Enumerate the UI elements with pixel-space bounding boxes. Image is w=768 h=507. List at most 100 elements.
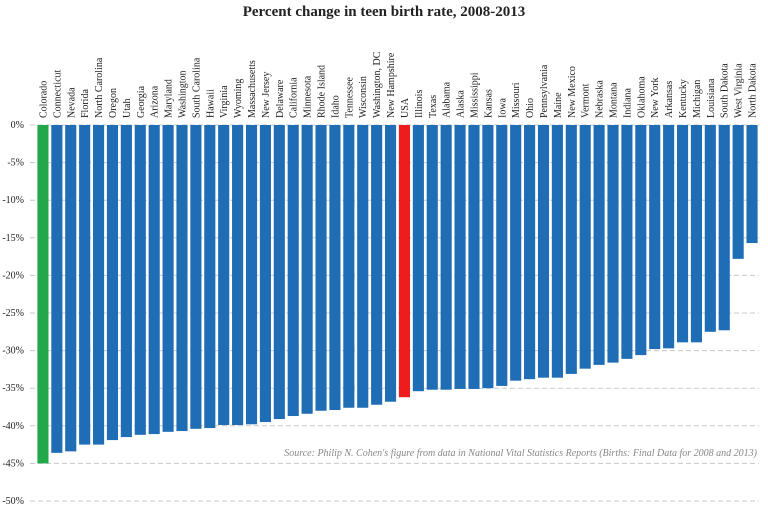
bar: [315, 125, 327, 411]
x-tick-label: Massachusetts: [247, 60, 258, 118]
bar: [51, 125, 63, 453]
y-tick-label: -10%: [2, 195, 24, 206]
y-tick-label: -25%: [2, 308, 24, 319]
bar: [676, 125, 689, 343]
bar: [357, 125, 369, 408]
x-tick-label: California: [289, 77, 300, 118]
x-tick-label: Colorado: [38, 81, 49, 118]
bar: [704, 125, 716, 332]
bar: [510, 125, 522, 381]
x-tick-label: Texas: [428, 95, 439, 118]
x-tick-label: Hawaii: [205, 89, 216, 118]
x-tick-label: Connecticut: [52, 69, 63, 118]
x-tick-label: Pennsylvania: [539, 64, 550, 118]
bar: [134, 125, 146, 435]
bar: [371, 125, 383, 405]
x-tick-label: South Carolina: [191, 57, 202, 118]
x-tick-label: North Dakota: [748, 63, 759, 118]
x-tick-label: Washington, DC: [372, 51, 383, 118]
bar: [718, 125, 730, 331]
bar: [454, 125, 466, 389]
y-tick-label: -20%: [2, 270, 24, 281]
x-tick-label: Oklahoma: [636, 76, 647, 118]
x-tick-label: New Mexico: [567, 66, 578, 118]
x-tick-label: Mississippi: [469, 72, 480, 118]
bar: [148, 125, 160, 435]
bar: [37, 125, 49, 464]
bar: [551, 125, 563, 378]
bar: [218, 125, 230, 426]
x-tick-label: Nevada: [66, 87, 77, 118]
bar: [384, 125, 397, 402]
bar: [232, 125, 244, 426]
bar: [496, 125, 508, 386]
bar: [593, 125, 605, 365]
bar: [524, 125, 536, 380]
bar: [273, 125, 285, 420]
x-tick-label: Louisiana: [706, 78, 717, 118]
x-tick-label: Illinois: [414, 90, 425, 118]
bar: [746, 125, 758, 244]
bar: [621, 125, 633, 359]
y-tick-label: -30%: [2, 346, 24, 357]
y-tick-label: 0%: [11, 120, 24, 131]
bar: [162, 125, 174, 432]
x-tick-label: Nebraska: [595, 80, 606, 118]
x-tick-label: Utah: [122, 99, 133, 118]
bar: [426, 125, 438, 390]
x-tick-label: Wyoming: [233, 79, 244, 118]
x-tick-label: Oregon: [108, 88, 119, 118]
x-tick-label: Indiana: [622, 87, 633, 118]
x-tick-label: Maryland: [164, 79, 175, 118]
bar: [663, 125, 675, 349]
y-tick-label: -50%: [2, 496, 24, 507]
bar: [579, 125, 591, 369]
x-tick-label: Tennessee: [344, 76, 355, 118]
bar: [468, 125, 480, 389]
bar: [649, 125, 661, 350]
bar: [440, 125, 452, 390]
x-tick-label: Alaska: [456, 90, 467, 118]
bar: [120, 125, 132, 438]
bar: [106, 125, 119, 441]
bar: [565, 125, 577, 374]
x-tick-label: New Hampshire: [386, 52, 397, 118]
x-tick-label: Arkansas: [664, 81, 675, 118]
bar: [329, 125, 341, 411]
x-tick-label: Washington: [177, 70, 188, 118]
x-tick-label: New York: [650, 77, 661, 118]
x-tick-label: New Jersey: [261, 72, 272, 118]
bar: [607, 125, 619, 363]
bar: [245, 125, 258, 425]
bar: [301, 125, 313, 414]
x-tick-label: South Dakota: [720, 63, 731, 118]
bar: [65, 125, 77, 452]
x-tick-label: Vermont: [581, 83, 592, 118]
bar: [259, 125, 271, 423]
x-tick-label: Rhode Island: [317, 65, 328, 118]
bar: [482, 125, 494, 389]
x-tick-label: Wisconsin: [358, 76, 369, 118]
bar: [93, 125, 105, 445]
x-tick-label: Ohio: [525, 98, 536, 118]
bar: [732, 125, 744, 259]
x-tick-label: West Virginia: [734, 63, 745, 118]
bar: [398, 125, 411, 398]
bar: [537, 125, 550, 378]
x-tick-label: Georgia: [136, 85, 147, 118]
bar: [287, 125, 299, 417]
x-tick-label: Virginia: [219, 85, 230, 118]
x-tick-label: Alabama: [442, 81, 453, 118]
y-tick-label: -45%: [2, 458, 24, 469]
x-tick-label: Arizona: [150, 85, 161, 118]
x-tick-label: Minnesota: [303, 75, 314, 118]
y-tick-label: -40%: [2, 421, 24, 432]
x-tick-label: Delaware: [275, 79, 286, 118]
source-note: Source: Philip N. Cohen's figure from da…: [284, 448, 757, 459]
x-tick-label: Kansas: [483, 89, 494, 118]
y-tick-label: -15%: [2, 233, 24, 244]
x-tick-label: Kentucky: [678, 79, 689, 118]
bar: [176, 125, 188, 432]
bar: [204, 125, 216, 429]
